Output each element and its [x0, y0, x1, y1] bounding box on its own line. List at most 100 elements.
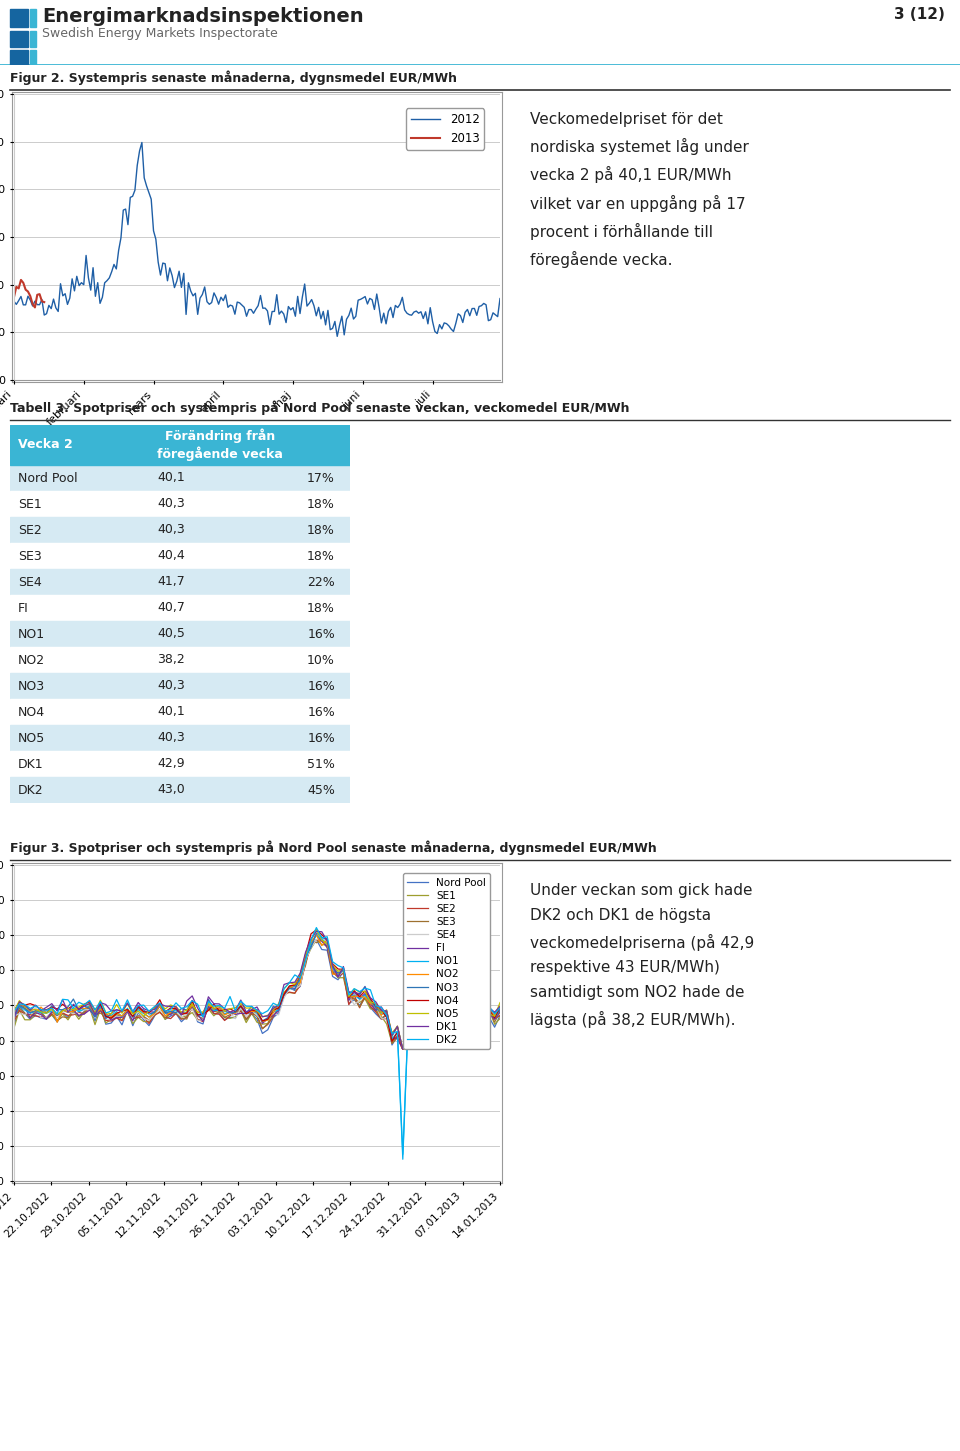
Bar [10, 776, 350, 802]
Text: 10%: 10% [307, 653, 335, 666]
Text: SE2: SE2 [18, 524, 41, 537]
Text: SE4: SE4 [18, 576, 41, 589]
Nord Pool [132, 1004, 144, 1022]
SE1 [489, 1016, 500, 1033]
Nord Pool [122, 1001, 133, 1019]
SE4 [429, 997, 441, 1014]
NO4 [122, 1001, 133, 1019]
Line: SE3: SE3 [14, 940, 500, 1049]
SE4 [397, 1040, 409, 1058]
Line: NO2: NO2 [14, 934, 500, 1049]
NO3 [132, 1000, 144, 1017]
NO2 [67, 1003, 79, 1020]
Nord Pool [9, 1019, 20, 1036]
Line: Nord Pool: Nord Pool [14, 940, 500, 1049]
Text: 41,7: 41,7 [157, 576, 185, 589]
DK2 [494, 1000, 506, 1017]
SE4 [289, 981, 300, 998]
2012 [494, 290, 506, 308]
Text: Vecka 2: Vecka 2 [18, 438, 73, 451]
SE3 [9, 1010, 20, 1027]
Bar [10, 595, 350, 621]
Legend: 2012, 2013: 2012, 2013 [406, 109, 485, 149]
FI [289, 979, 300, 997]
2013 [38, 293, 50, 311]
Text: DK2: DK2 [18, 784, 43, 797]
Bar [10, 569, 350, 595]
Line: 2013: 2013 [14, 280, 44, 308]
FI [397, 1040, 409, 1058]
Line: SE2: SE2 [14, 940, 500, 1049]
NO2 [9, 1004, 20, 1022]
NO1 [311, 926, 323, 943]
NO5 [132, 1003, 144, 1020]
NO1 [494, 1001, 506, 1019]
NO4 [132, 998, 144, 1016]
NO1 [132, 1001, 144, 1019]
DK1 [9, 1010, 20, 1027]
NO4 [289, 977, 300, 994]
NO3 [489, 1004, 500, 1022]
2013 [11, 279, 22, 296]
Nord Pool [397, 1040, 409, 1058]
SE2 [397, 1040, 409, 1058]
Text: 18%: 18% [307, 550, 335, 563]
Nord Pool [489, 1019, 500, 1036]
Bar [10, 752, 350, 776]
FI [429, 994, 441, 1011]
SE2 [67, 1006, 79, 1023]
2013 [12, 280, 24, 297]
Text: 3 (12): 3 (12) [894, 7, 945, 22]
SE4 [316, 929, 327, 946]
Text: Energimarknadsinspektionen: Energimarknadsinspektionen [42, 7, 364, 26]
SE2 [316, 932, 327, 949]
NO4 [311, 921, 323, 939]
SE4 [489, 1007, 500, 1024]
Bar [30, 9, 36, 28]
NO5 [67, 1001, 79, 1019]
Text: 38,2: 38,2 [157, 653, 185, 666]
SE2 [289, 985, 300, 1003]
NO5 [311, 921, 323, 939]
Text: Förändring från
föregående vecka: Förändring från föregående vecka [157, 428, 283, 461]
Nord Pool [289, 982, 300, 1000]
SE1 [67, 1003, 79, 1020]
SE4 [9, 1007, 20, 1024]
Bar [10, 490, 350, 517]
SE1 [429, 1000, 441, 1017]
DK1 [122, 995, 133, 1013]
Line: 2012: 2012 [14, 142, 500, 337]
Text: Under veckan som gick hade
DK2 och DK1 de högsta
veckomedelpriserna (på 42,9
res: Under veckan som gick hade DK2 och DK1 d… [530, 884, 755, 1029]
FI [122, 1003, 133, 1020]
Legend: Nord Pool, SE1, SE2, SE3, SE4, FI, NO1, NO2, NO3, NO4, NO5, DK1, DK2: Nord Pool, SE1, SE2, SE3, SE4, FI, NO1, … [402, 874, 490, 1049]
Bar [10, 647, 350, 673]
Line: SE4: SE4 [14, 937, 500, 1049]
Nord Pool [429, 998, 441, 1016]
DK1 [132, 994, 144, 1011]
Line: NO5: NO5 [14, 930, 500, 1049]
NO3 [494, 1003, 506, 1020]
DK2 [489, 1006, 500, 1023]
NO5 [397, 1040, 409, 1058]
Bar [30, 49, 36, 65]
Text: 18%: 18% [307, 498, 335, 511]
Line: DK1: DK1 [14, 932, 500, 1049]
Bar [10, 699, 350, 726]
SE1 [9, 1019, 20, 1036]
NO3 [397, 1040, 409, 1058]
Text: Veckomedelpriset för det
nordiska systemet låg under
vecka 2 på 40,1 EUR/MWh
vil: Veckomedelpriset för det nordiska system… [530, 112, 749, 268]
Text: Tabell 3. Spotpriser och systempris på Nord Pool senaste veckan, veckomedel EUR/: Tabell 3. Spotpriser och systempris på N… [10, 400, 630, 415]
SE1 [122, 1003, 133, 1020]
2012 [420, 303, 431, 321]
Bar [10, 425, 350, 464]
Line: NO1: NO1 [14, 934, 500, 1159]
Text: Swedish Energy Markets Inspectorate: Swedish Energy Markets Inspectorate [42, 28, 277, 41]
DK1 [289, 974, 300, 991]
Nord Pool [67, 1001, 79, 1019]
Text: 40,1: 40,1 [157, 705, 185, 718]
SE2 [489, 1010, 500, 1027]
2013 [15, 271, 27, 289]
Text: 40,7: 40,7 [157, 602, 185, 615]
2013 [32, 286, 43, 303]
NO2 [494, 998, 506, 1016]
